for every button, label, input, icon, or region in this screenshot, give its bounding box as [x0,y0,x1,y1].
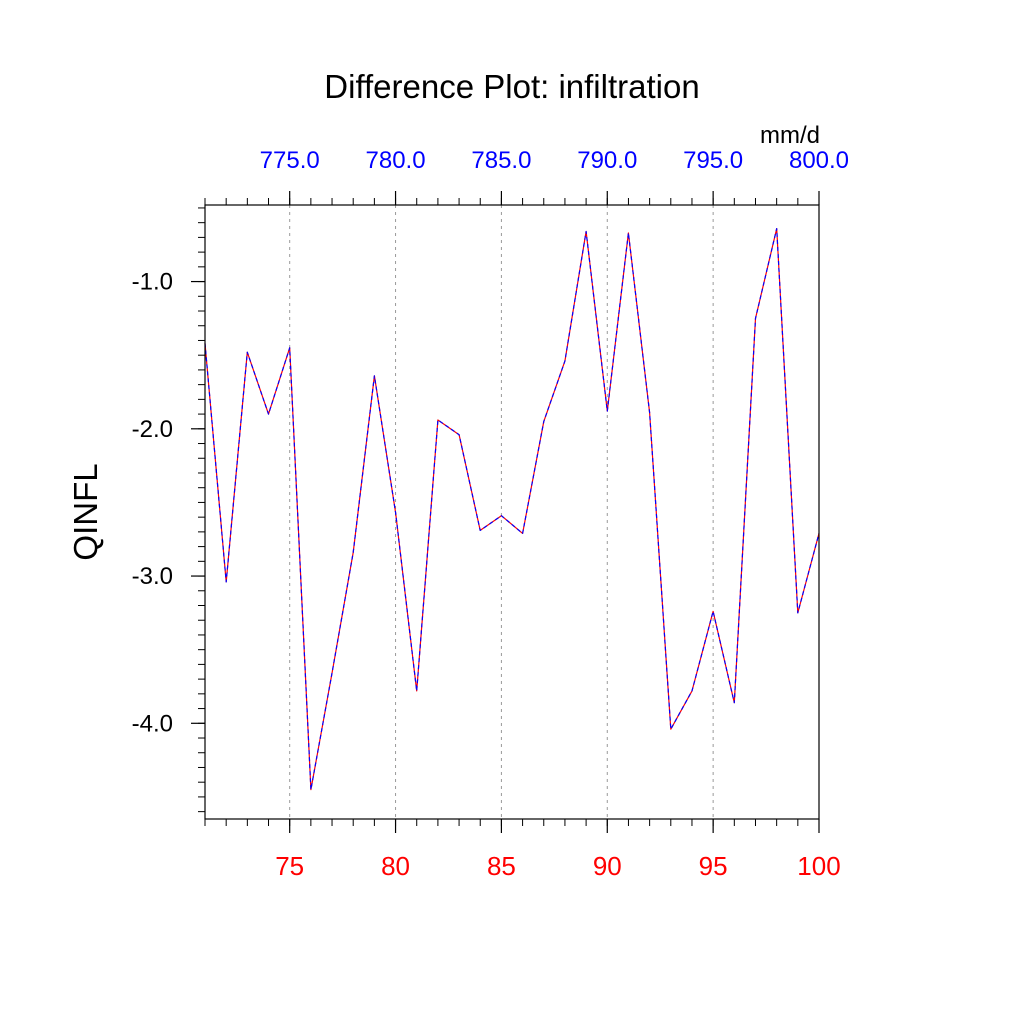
bottom-tick-label: 75 [275,851,304,881]
units-label: mm/d [760,122,820,149]
top-tick-label: 795.0 [683,147,743,174]
grid-layer [289,205,714,819]
bottom-tick-labels: 75 80 85 90 95 100 [275,851,840,881]
bottom-tick-label: 95 [699,851,728,881]
top-tick-label: 775.0 [260,147,320,174]
top-tick-label: 780.0 [366,147,426,174]
series-layer [204,228,820,791]
plot-frame [204,204,820,820]
top-tick-label: 785.0 [471,147,531,174]
top-tick-label: 790.0 [577,147,637,174]
left-tick-label: -2.0 [132,416,173,443]
y-axis-label: QINFL [67,463,104,560]
series-blue [204,228,820,791]
left-tick-label: -4.0 [132,710,173,737]
bottom-tick-label: 100 [797,851,840,881]
top-tick-label: 800.0 [789,147,849,174]
left-tick-label: -1.0 [132,269,173,296]
left-tick-labels: -1.0 -2.0 -3.0 -4.0 [132,269,173,738]
top-tick-labels: 775.0 780.0 785.0 790.0 795.0 800.0 [260,147,849,174]
bottom-tick-label: 85 [487,851,516,881]
left-tick-label: -3.0 [132,563,173,590]
bottom-tick-label: 80 [381,851,410,881]
bottom-tick-label: 90 [593,851,622,881]
chart-title: Difference Plot: infiltration [324,68,699,105]
major-ticks-layer [191,191,820,833]
